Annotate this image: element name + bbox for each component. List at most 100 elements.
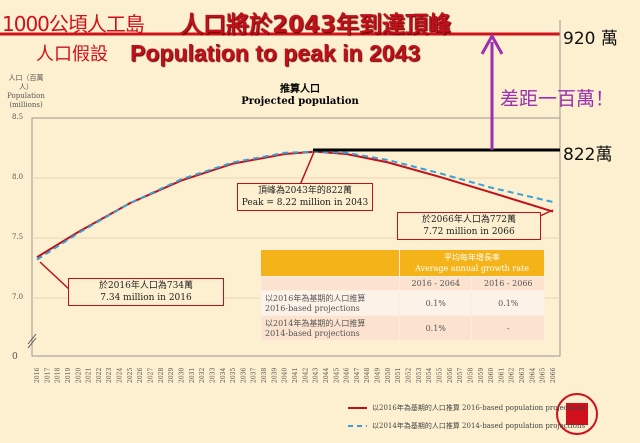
xtick-label: 2063 xyxy=(519,368,526,383)
xtick-label: 2042 xyxy=(302,368,309,383)
xtick-label: 2062 xyxy=(509,368,516,383)
xtick-label: 2033 xyxy=(209,368,216,383)
xtick-label: 2053 xyxy=(416,368,423,383)
xtick-label: 2056 xyxy=(447,368,454,383)
growth-rate-table: 平均每年增長率 Average annual growth rate 2016 -… xyxy=(260,249,545,341)
label-822: 822萬 xyxy=(563,145,613,165)
axis-break-icon xyxy=(27,333,37,349)
xtick-label: 2045 xyxy=(333,368,340,383)
xtick-label: 2052 xyxy=(406,368,413,383)
ylabel: Population xyxy=(7,92,45,100)
xtick-label: 2054 xyxy=(426,368,433,383)
row-label-en: 2016-based projections xyxy=(265,304,360,313)
legend-2016: 以2016年為基期的人口推算 2016-based population pro… xyxy=(372,404,586,412)
table-col: 2016 - 2064 xyxy=(398,276,473,291)
xtick-label: 2038 xyxy=(261,368,268,383)
xtick-label: 2043 xyxy=(313,368,320,383)
row-label-cn: 以2016年為基期的人口推算 xyxy=(265,294,366,303)
xtick-label: 2021 xyxy=(86,368,93,383)
subtitle-prefix: 人口假設 xyxy=(36,44,108,65)
xtick-label: 2017 xyxy=(44,368,51,383)
xtick-label: 2020 xyxy=(75,368,82,383)
annotation-end-en: 7.72 million in 2066 xyxy=(423,227,515,237)
row-label-cn: 以2014年為基期的人口推算 xyxy=(265,319,366,328)
xtick-label: 2029 xyxy=(168,368,175,383)
xtick-label: 2027 xyxy=(148,368,155,383)
table-header-en: Average annual growth rate xyxy=(415,264,529,273)
xtick-label: 2028 xyxy=(158,368,165,383)
annotation-end-cn: 於2066年人口為772萬 xyxy=(421,215,517,225)
xtick-label: 2025 xyxy=(127,368,134,383)
ylabel-unit: (millions) xyxy=(9,101,43,109)
label-920: 920 萬 xyxy=(563,29,618,49)
xtick-label: 2048 xyxy=(364,368,371,383)
xtick-label: 2036 xyxy=(240,368,247,383)
xtick-label: 2060 xyxy=(488,368,495,383)
end-pointer xyxy=(539,209,554,217)
ylabel-cn: 人口（百萬人） xyxy=(8,74,44,91)
xtick-label: 2055 xyxy=(436,368,443,383)
xtick-label: 2047 xyxy=(354,368,361,383)
xtick-label: 2018 xyxy=(55,368,62,383)
xtick-label: 2041 xyxy=(292,368,299,383)
xtick-label: 2019 xyxy=(65,368,72,383)
ytick: 7.0 xyxy=(12,293,24,301)
xtick-label: 2064 xyxy=(529,368,536,383)
ytick: 8.5 xyxy=(12,113,24,121)
xtick-label: 2039 xyxy=(271,368,278,383)
xtick-label: 2035 xyxy=(230,368,237,383)
logo-icon xyxy=(556,393,598,435)
table-cell: 0.1% xyxy=(471,290,545,316)
xtick-label: 2040 xyxy=(282,368,289,383)
ytick: 8.0 xyxy=(12,173,24,181)
start-pointer xyxy=(39,261,71,291)
peak-pointer xyxy=(299,151,315,186)
xtick-label: 2024 xyxy=(117,368,124,383)
table-row: 以2014年為基期的人口推算 2014-based projections 0.1… xyxy=(260,315,545,341)
xtick-label: 2058 xyxy=(467,368,474,383)
chart-title: Projected population xyxy=(241,96,359,107)
ytick: 0 xyxy=(12,352,18,362)
title-en: Population to peak in 2043 xyxy=(130,40,421,66)
xtick-label: 2059 xyxy=(478,368,485,383)
legend-2014: 以2014年為基期的人口推算 2014-based population pro… xyxy=(372,422,586,430)
xtick-label: 2016 xyxy=(34,368,41,383)
annotation-peak: 頂峰為2043年的822萬 Peak = 8.22 million in 204… xyxy=(237,183,373,211)
table-cell: - xyxy=(471,315,545,341)
annotation-start-cn: 於2016年人口為734萬 xyxy=(98,281,194,291)
title-cn: 人口將於2043年到達頂峰 xyxy=(180,12,452,38)
annotation-peak-cn: 頂峰為2043年的822萬 xyxy=(257,186,353,196)
xtick-label: 2023 xyxy=(106,368,113,383)
xtick-label: 2032 xyxy=(199,368,206,383)
xtick-label: 2034 xyxy=(220,368,227,383)
xtick-label: 2037 xyxy=(251,368,258,383)
row-label-en: 2014-based projections xyxy=(265,329,360,338)
xtick-label: 2065 xyxy=(540,368,547,383)
table-cell: 0.1% xyxy=(398,315,473,341)
annotation-start: 於2016年人口為734萬 7.34 million in 2016 xyxy=(68,278,224,306)
xtick-label: 2030 xyxy=(178,368,185,383)
ytick: 7.5 xyxy=(12,233,24,241)
annotation-end: 於2066年人口為772萬 7.72 million in 2066 xyxy=(397,212,541,240)
xtick-label: 2061 xyxy=(498,368,505,383)
xtick-label: 2066 xyxy=(550,368,557,383)
xtick-label: 2026 xyxy=(137,368,144,383)
xtick-label: 2049 xyxy=(375,368,382,383)
xtick-label: 2046 xyxy=(344,368,351,383)
xtick-label: 2051 xyxy=(395,368,402,383)
xtick-label: 2050 xyxy=(385,368,392,383)
xtick-label: 2022 xyxy=(96,368,103,383)
logo-mark xyxy=(566,403,588,425)
xtick-label: 2057 xyxy=(457,368,464,383)
annotation-start-en: 7.34 million in 2016 xyxy=(100,293,192,303)
table-col: 2016 - 2066 xyxy=(471,276,545,291)
xtick-label: 2031 xyxy=(189,368,196,383)
title-prefix: 1000公頃人工島 xyxy=(2,12,145,36)
xtick-label: 2044 xyxy=(323,368,330,383)
table-cell: 0.1% xyxy=(398,290,473,316)
table-row: 以2016年為基期的人口推算 2016-based projections 0.1… xyxy=(260,290,545,316)
chart-title-cn: 推算人口 xyxy=(280,84,320,95)
gap-text: 差距一百萬！ xyxy=(500,88,615,110)
plot-frame xyxy=(31,117,561,357)
